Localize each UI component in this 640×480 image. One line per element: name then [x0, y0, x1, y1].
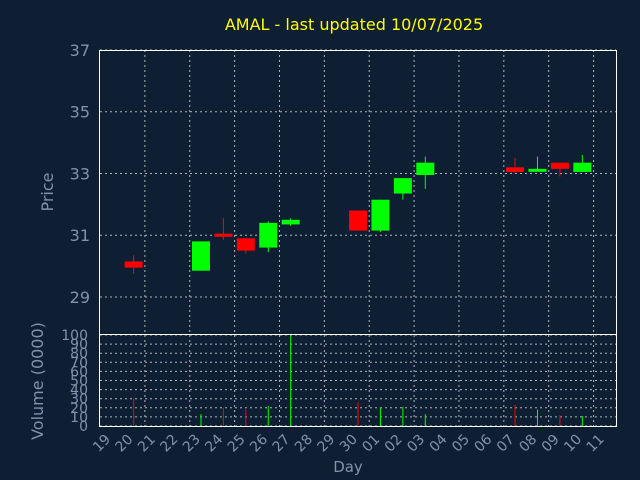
day-tick-label: 01: [359, 432, 383, 456]
day-tick-label: 20: [113, 432, 137, 456]
candle-24: [214, 218, 233, 240]
candle-body: [393, 178, 412, 194]
volume-tick-label: 70: [70, 355, 88, 371]
candle-25: [236, 238, 255, 254]
volume-tick-label: 60: [70, 364, 88, 380]
volume-tick-label: 90: [70, 337, 88, 353]
day-tick-label: 23: [180, 432, 204, 456]
candle-09: [550, 162, 569, 177]
day-tick-label: 11: [584, 432, 608, 456]
day-tick-label: 10: [561, 432, 585, 456]
day-tick-label: 04: [427, 431, 451, 455]
candle-body: [124, 261, 143, 268]
volume-tick-label: 80: [70, 346, 88, 362]
candle-02: [393, 178, 412, 200]
day-tick-label: 07: [494, 432, 518, 456]
volume-tick-label: 30: [70, 392, 88, 408]
day-tick-label: 03: [404, 432, 428, 456]
candle-03: [416, 156, 435, 189]
day-tick-label: 06: [472, 431, 496, 455]
candle-body: [573, 162, 592, 172]
volume-tick-label: 40: [70, 383, 88, 399]
candle-body: [349, 210, 367, 231]
candle-01: [371, 199, 390, 233]
candle-26: [259, 221, 278, 253]
day-tick-label: 30: [337, 432, 361, 456]
candle-body: [416, 162, 435, 176]
volume-tick-label: 10: [70, 410, 88, 426]
price-panel: 29 31 33 35 37 Price: [38, 41, 617, 335]
day-tick-label: 27: [270, 432, 294, 456]
price-tick-label: 37: [70, 41, 90, 60]
day-tick-label: 24: [202, 431, 226, 455]
candle-20: [124, 255, 143, 274]
price-frame: [99, 50, 617, 335]
volume-tick-label: 100: [61, 328, 88, 344]
day-tick-label: 09: [539, 432, 563, 456]
candle-10: [573, 154, 592, 172]
candle-body: [214, 233, 233, 237]
candle-body: [506, 167, 525, 172]
day-tick-label: 22: [157, 432, 181, 456]
candle-08: [528, 156, 547, 172]
candle-body: [259, 222, 278, 248]
day-tick-label: 05: [449, 432, 473, 456]
price-tick-label: 29: [70, 288, 90, 307]
day-tick-label: 19: [90, 432, 114, 456]
day-tick-label: 08: [516, 432, 540, 456]
volume-axis-label: Volume (0000): [28, 322, 47, 440]
day-tick-label: 28: [292, 432, 316, 456]
volume-tick-label: 0: [79, 419, 88, 435]
day-tick-label: 25: [225, 432, 249, 456]
volume-tick-label: 20: [70, 401, 88, 417]
day-tick-label: 21: [135, 432, 159, 456]
candle-07: [506, 158, 525, 174]
candle-body: [550, 162, 569, 169]
price-tick-label: 35: [70, 103, 90, 122]
day-tick-label: 26: [247, 431, 271, 455]
day-tick-label: 29: [314, 432, 338, 456]
candle-body: [371, 199, 390, 231]
price-tick-label: 33: [70, 164, 90, 183]
candle-23: [191, 241, 210, 271]
candle-27: [281, 218, 300, 226]
day-axis-label: Day: [333, 458, 363, 476]
chart-title: AMAL - last updated 10/07/2025: [225, 15, 483, 34]
candle-body: [528, 168, 547, 172]
candle-body: [191, 241, 210, 271]
day-tick-label: 02: [382, 432, 406, 456]
price-axis-label: Price: [38, 172, 57, 211]
candle-body: [281, 219, 300, 225]
volume-frame: [99, 334, 617, 427]
price-tick-label: 31: [70, 226, 90, 245]
volume-tick-label: 50: [70, 374, 88, 390]
candle-30: [349, 210, 367, 231]
candle-body: [236, 238, 255, 251]
